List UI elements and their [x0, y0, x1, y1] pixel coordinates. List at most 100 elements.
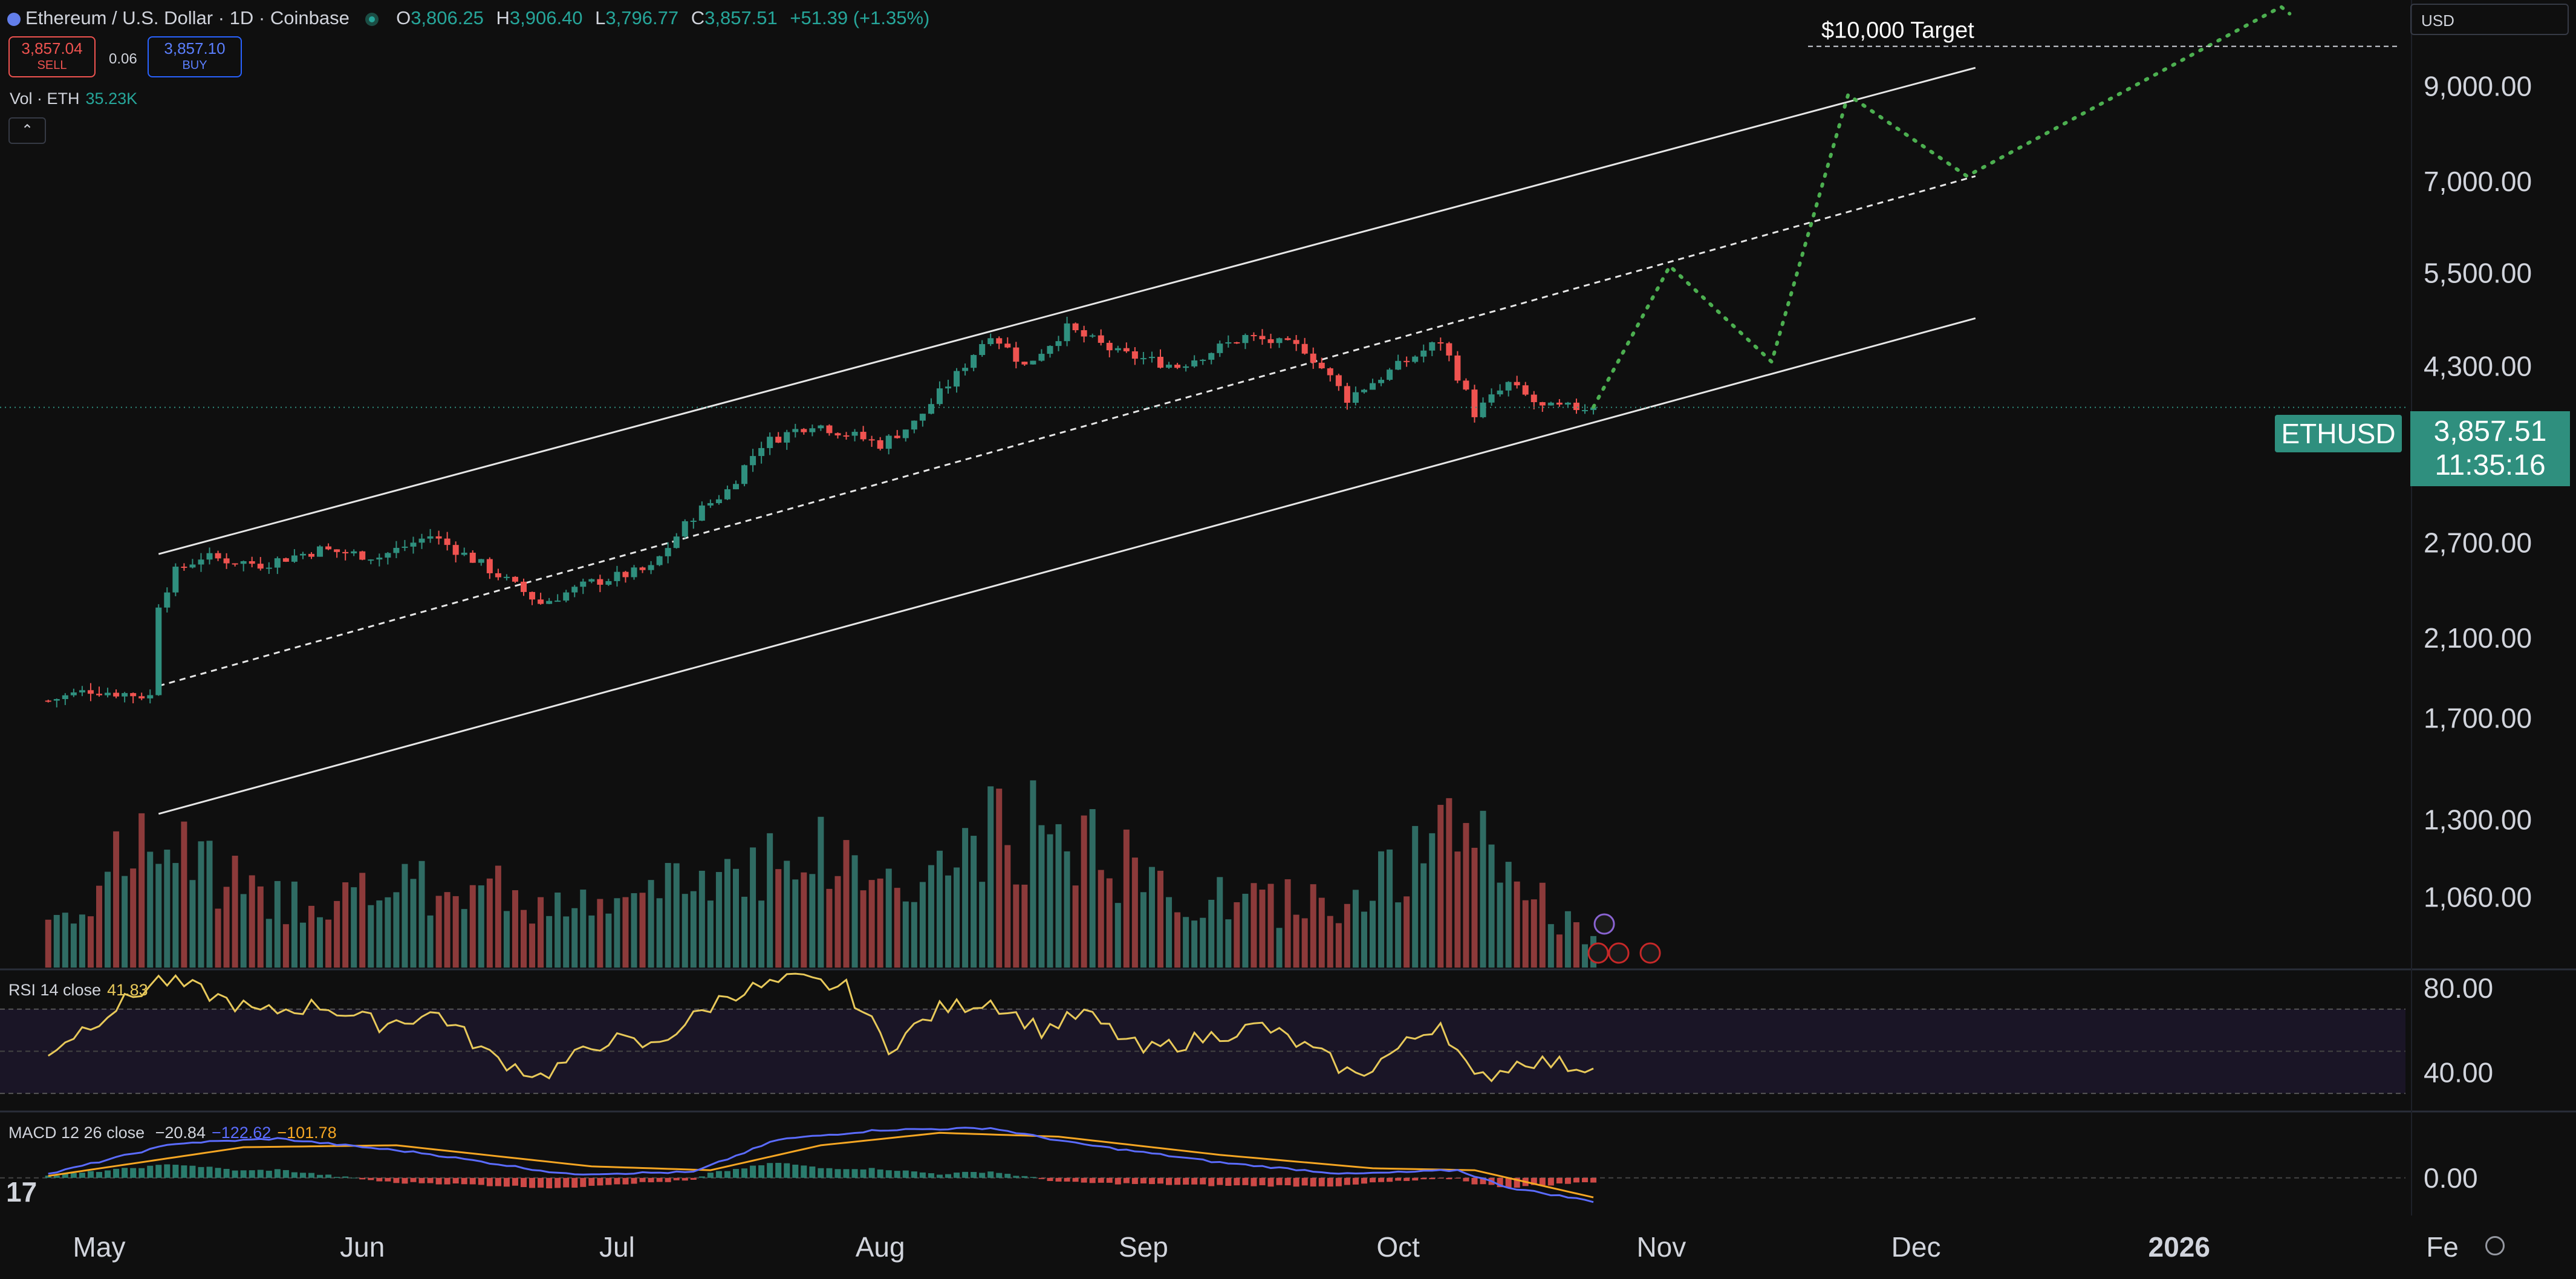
channel-middle-line [158, 175, 1976, 687]
time-axis-label: Oct [1376, 1231, 1420, 1263]
volume-bar [665, 863, 671, 968]
macd-histogram-bar [79, 1173, 85, 1178]
candle-body [70, 692, 77, 695]
macd-legend[interactable]: MACD 12 26 close −20.84 −122.62 −101.78 [8, 1124, 337, 1142]
macd-histogram-bar [885, 1170, 892, 1178]
candle-body [1038, 354, 1045, 361]
candle-body [435, 536, 442, 539]
macd-histogram-bar [707, 1173, 714, 1178]
volume-bar [631, 893, 637, 968]
volume-bar [1123, 829, 1130, 968]
volume-bar [1047, 834, 1053, 968]
candle-body [614, 571, 620, 581]
volume-bar [249, 875, 255, 968]
macd-histogram-bar [1183, 1177, 1189, 1185]
macd-histogram-bar [70, 1173, 77, 1178]
sell-button[interactable]: 3,857.04 SELL [8, 36, 96, 77]
rsi-label: RSI 14 close [8, 981, 102, 999]
buy-button[interactable]: 3,857.10 BUY [148, 36, 242, 77]
volume-bar [1301, 918, 1308, 968]
macd-histogram-bar [1582, 1177, 1588, 1182]
volume-bar [1497, 882, 1503, 968]
volume-bar [45, 919, 51, 968]
macd-histogram-bar [410, 1177, 417, 1182]
candle-body [87, 690, 94, 694]
macd-histogram-bar [282, 1170, 289, 1178]
macd-histogram-bar [1556, 1177, 1563, 1183]
close-value: 3,857.51 [704, 7, 778, 28]
candle-body [1183, 366, 1189, 368]
volume-bar [317, 917, 324, 968]
candle-body [588, 579, 595, 582]
volume-bar [435, 896, 442, 968]
candle-body [1556, 402, 1563, 405]
price-axis-label: 1,060.00 [2424, 881, 2532, 913]
macd-histogram-bar [1539, 1177, 1546, 1186]
volume-bar [639, 893, 646, 968]
volume-bar [299, 922, 306, 968]
event-bolt-icon [1593, 913, 1615, 935]
candle-body [147, 695, 154, 698]
candle-body [1267, 339, 1274, 343]
candle-body [1157, 357, 1163, 368]
volume-bar [962, 828, 969, 968]
candle-body [1412, 356, 1419, 362]
macd-histogram-bar [580, 1177, 587, 1187]
symbol-title[interactable]: Ethereum / U.S. Dollar · 1D · Coinbase [25, 7, 350, 28]
macd-histogram-bar [877, 1169, 883, 1178]
candle-body [538, 599, 544, 604]
candle-body [860, 432, 867, 440]
rsi-legend[interactable]: RSI 14 close 41.83 [8, 981, 148, 1000]
candle-body [317, 546, 324, 557]
candle-body [1301, 343, 1308, 354]
candle-body [724, 489, 730, 500]
volume-bar [223, 887, 230, 968]
macd-histogram-bar [402, 1177, 408, 1184]
volume-bar [1081, 815, 1087, 968]
candle-body [393, 547, 400, 553]
macd-histogram-bar [521, 1177, 527, 1188]
macd-histogram-bar [1072, 1177, 1079, 1182]
time-axis-label: Fe [2426, 1231, 2459, 1263]
price-axis-label: 1,300.00 [2424, 804, 2532, 835]
volume-bar [919, 882, 926, 968]
macd-histogram-bar [1004, 1174, 1011, 1178]
candle-body [1064, 323, 1070, 342]
macd-histogram-bar [987, 1171, 994, 1178]
candle-body [954, 371, 960, 387]
volume-bar [1055, 824, 1062, 968]
volume-legend[interactable]: Vol · ETH 35.23K [10, 89, 137, 108]
macd-histogram-bar [96, 1171, 102, 1178]
volume-bar [1522, 900, 1529, 968]
event-flag-icon [1639, 942, 1661, 964]
volume-bar [291, 881, 298, 968]
volume-bar [1471, 847, 1478, 968]
volume-bar [1582, 944, 1588, 968]
candle-body [1378, 379, 1385, 383]
candle-body [1318, 362, 1325, 369]
channel-lower-line [158, 317, 1976, 815]
volume-bar [359, 873, 366, 968]
candle-body [750, 456, 756, 466]
candle-body [1072, 323, 1079, 331]
macd-histogram-bar [979, 1173, 986, 1178]
volume-bar [308, 905, 314, 968]
volume-bar [1293, 914, 1299, 968]
candle-body [597, 579, 603, 585]
volume-bar [1131, 858, 1138, 968]
candle-body [1352, 392, 1359, 403]
volume-bar [147, 851, 154, 968]
collapse-legend-button[interactable]: ⌃ [8, 117, 46, 144]
volume-bar [936, 850, 943, 968]
candle-body [1471, 389, 1478, 417]
macd-histogram-bar [1259, 1177, 1266, 1185]
macd-histogram-bar [334, 1177, 340, 1178]
candle-body [987, 338, 994, 345]
candle-body [105, 692, 111, 695]
volume-bar [979, 882, 986, 968]
currency-selector[interactable]: USD [2410, 4, 2569, 35]
gear-icon[interactable] [2485, 1236, 2505, 1255]
macd-histogram-bar [342, 1176, 349, 1178]
